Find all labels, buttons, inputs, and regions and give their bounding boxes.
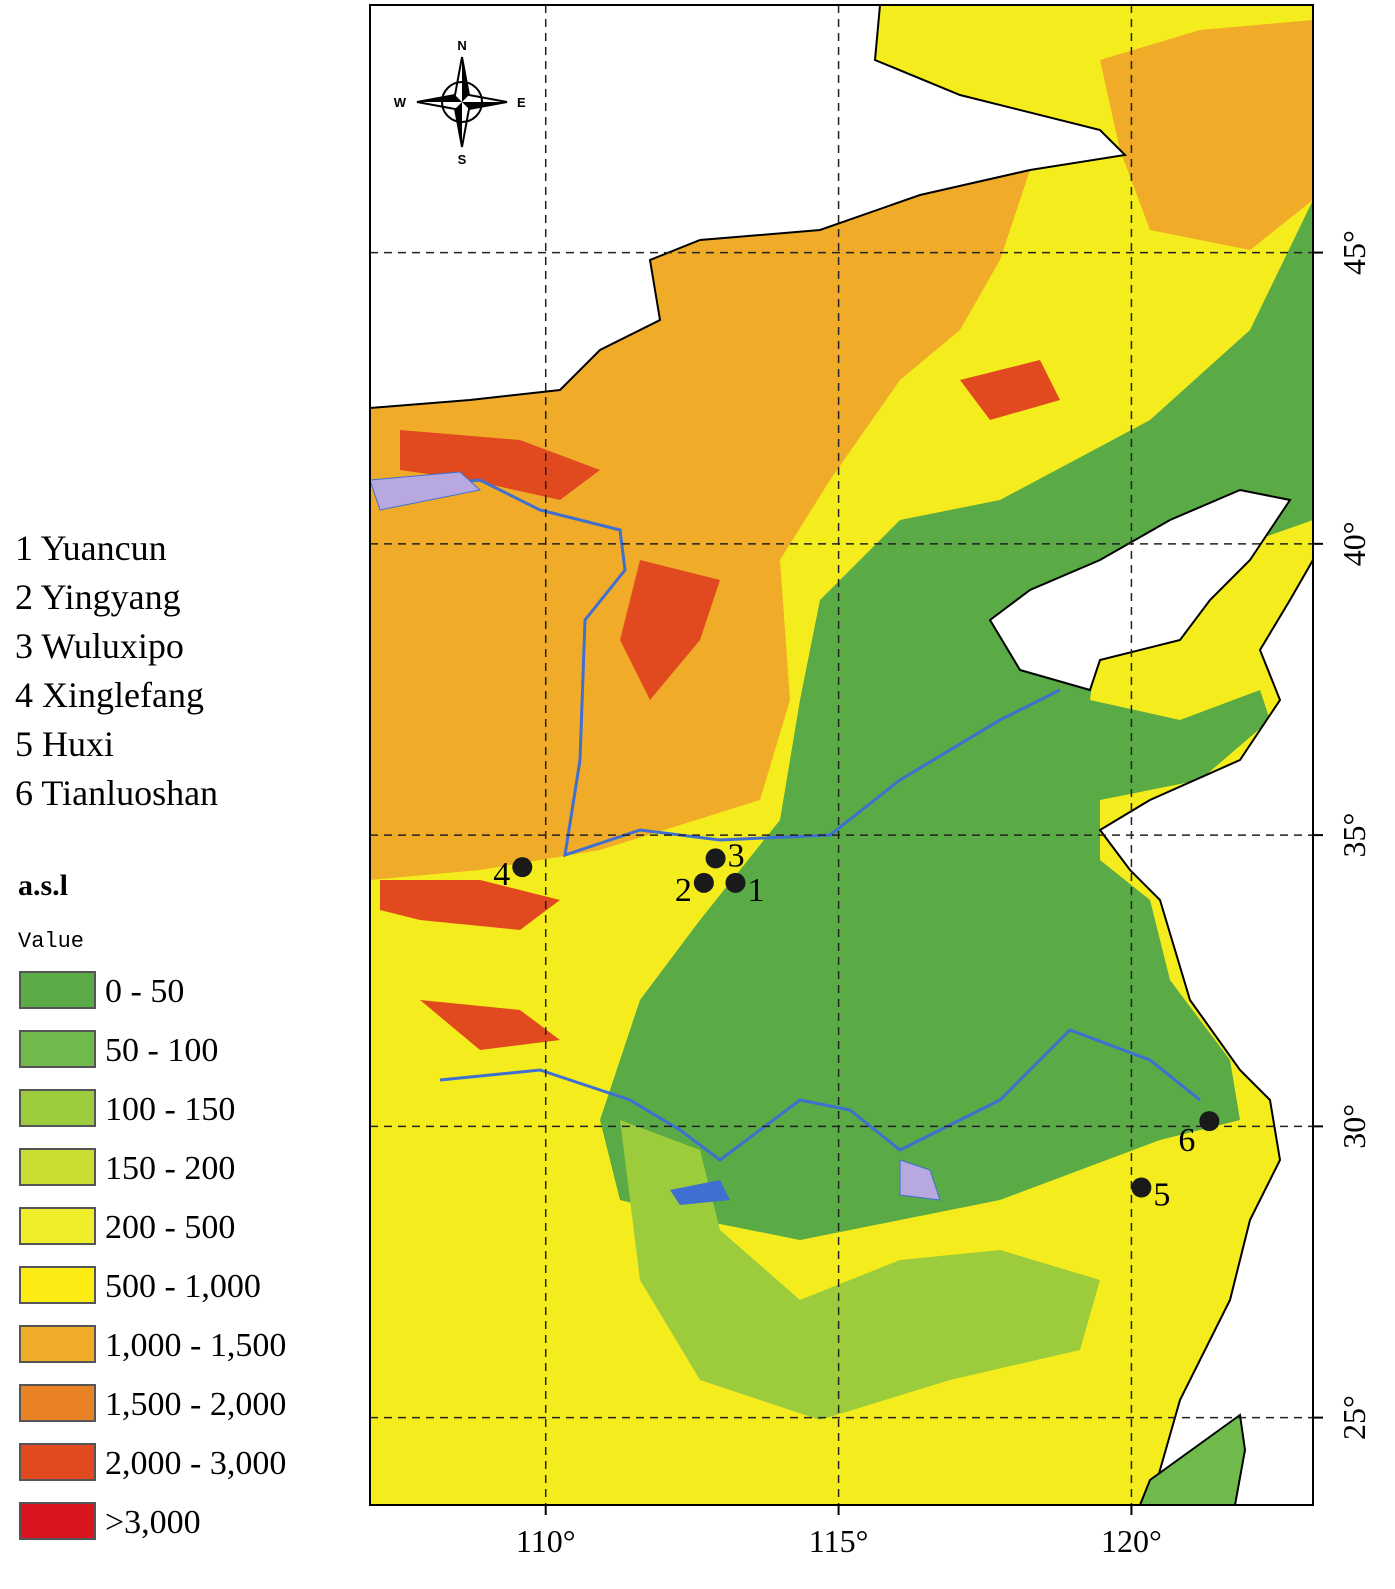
dynamic-layer: 110° 115° 120°25°30°35°40°45°11 Yuancun22 …	[15, 230, 1372, 1559]
mountains	[380, 360, 1240, 1500]
legend-swatch	[19, 971, 96, 1009]
legend-swatch	[19, 1030, 96, 1068]
x-tick-label: 120°	[1101, 1523, 1162, 1559]
site-marker	[512, 857, 533, 878]
site-number: 5	[1153, 1177, 1170, 1214]
site-list-item: 4 Xinglefang	[15, 675, 204, 715]
site-list-item: 2 Yingyang	[15, 577, 181, 617]
site-marker	[725, 872, 746, 893]
site-list-name: Yingyang	[41, 577, 181, 617]
compass-label: S	[458, 152, 467, 167]
site-list-item: 5 Huxi	[15, 724, 114, 764]
legend-swatch	[19, 1325, 96, 1363]
y-tick-label: 30°	[1336, 1104, 1372, 1149]
yangtze-river	[439, 1028, 1201, 1162]
x-tick-label: 110°	[516, 1523, 576, 1559]
legend-label: 50 - 100	[105, 1032, 218, 1069]
legend-swatch	[19, 1443, 96, 1481]
legend-swatch	[19, 1207, 96, 1245]
graticule	[370, 5, 1323, 1515]
legend-label: >3,000	[105, 1504, 201, 1541]
site-list-item: 1 Yuancun	[15, 528, 167, 568]
site-list-name: Wuluxipo	[41, 626, 184, 666]
legend-label: 100 - 150	[105, 1091, 235, 1128]
legend-label: 500 - 1,000	[105, 1268, 261, 1305]
site-list-number: 3	[15, 626, 33, 666]
lake	[670, 1180, 730, 1205]
site-list-number: 1	[15, 528, 33, 568]
map-frame	[369, 4, 1314, 1506]
compass-ring	[441, 81, 483, 123]
terrain	[370, 5, 1313, 1505]
y-tick-label: 25°	[1336, 1395, 1372, 1440]
site-list-item: 3 Wuluxipo	[15, 626, 184, 666]
site-marker	[1131, 1177, 1152, 1198]
outside-area	[370, 5, 1128, 410]
compass-shade	[417, 57, 507, 147]
x-tick-label: 115°	[809, 1523, 869, 1559]
legend-label: 2,000 - 3,000	[105, 1445, 286, 1482]
east-sea	[1098, 557, 1313, 1505]
site-marker	[1199, 1111, 1220, 1132]
legend-swatch	[19, 1089, 96, 1127]
site-marker	[693, 872, 714, 893]
site-number: 2	[675, 872, 692, 909]
site-list-number: 6	[15, 773, 33, 813]
legend-label: 1,500 - 2,000	[105, 1386, 286, 1423]
site-list-name: Yuancun	[41, 528, 167, 568]
site-list-item: 6 Tianluoshan	[15, 773, 218, 813]
site-list-number: 4	[15, 675, 33, 715]
bohai-sea	[988, 488, 1292, 692]
y-tick-label: 45°	[1336, 230, 1372, 275]
legend-title: a.s.l	[18, 869, 68, 902]
highland	[1100, 20, 1313, 250]
legend-swatch	[19, 1148, 96, 1186]
yellow-river	[374, 478, 1061, 858]
y-tick-label: 40°	[1336, 521, 1372, 566]
site-marker	[705, 848, 726, 869]
hills	[620, 1120, 1100, 1420]
legend-label: 150 - 200	[105, 1150, 235, 1187]
site-number: 3	[728, 837, 745, 874]
site-number: 1	[747, 872, 764, 909]
lake	[899, 1159, 941, 1201]
site-number: 4	[493, 856, 510, 893]
legend-swatch	[19, 1502, 96, 1540]
y-tick-label: 35°	[1336, 813, 1372, 858]
site-number: 6	[1178, 1122, 1195, 1159]
legend-label: 0 - 50	[105, 973, 184, 1010]
legend-swatch	[19, 1266, 96, 1304]
plateau	[370, 170, 1030, 880]
compass-label: W	[394, 95, 407, 110]
plain	[600, 200, 1313, 1240]
compass-label: E	[517, 95, 526, 110]
site-list-number: 2	[15, 577, 33, 617]
lake	[370, 471, 482, 511]
site-list-name: Xinglefang	[42, 675, 204, 715]
legend-label: 1,000 - 1,500	[105, 1327, 286, 1364]
legend-subtitle: Value	[18, 929, 84, 954]
site-list-name: Tianluoshan	[41, 773, 218, 813]
taiwan	[1138, 1413, 1247, 1505]
site-list-number: 5	[15, 724, 33, 764]
legend-swatch	[19, 1384, 96, 1422]
compass-label: N	[457, 38, 466, 53]
compass: N S E W	[394, 38, 526, 167]
legend-label: 200 - 500	[105, 1209, 235, 1246]
site-list-name: Huxi	[42, 724, 114, 764]
